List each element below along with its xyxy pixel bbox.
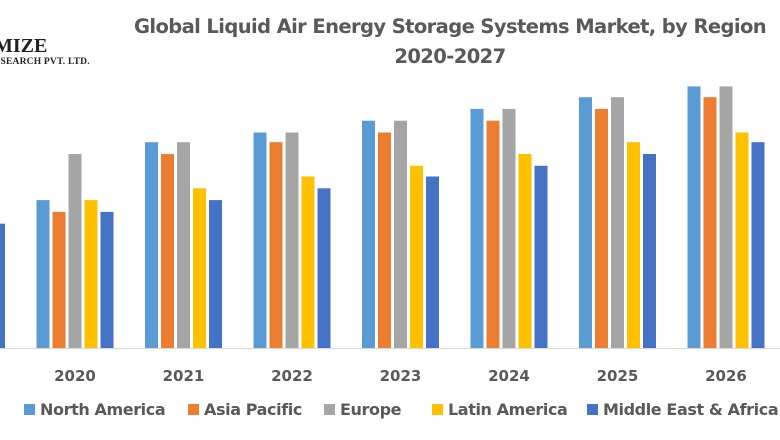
legend-item-asia-pacific: Asia Pacific	[188, 400, 302, 419]
bar-2021-north-america	[145, 142, 158, 348]
bar-2020-middle-east-africa	[100, 211, 114, 348]
legend-label: Europe	[340, 400, 402, 419]
bar-2023-middle-east-africa	[426, 176, 439, 348]
legend-label: North America	[40, 400, 166, 419]
legend-swatch	[324, 404, 335, 415]
legend-item-north-america: North America	[24, 400, 166, 419]
bar-2022-north-america	[253, 132, 267, 348]
logo-line-1: MIZE	[0, 35, 48, 57]
bar-2025-middle-east-africa	[643, 154, 656, 348]
bar-2020-asia-pacific	[52, 211, 66, 348]
bar-2026-middle-east-africa	[751, 142, 765, 348]
legend-swatch	[587, 404, 598, 415]
bar-partial-middle-east-africa	[0, 223, 5, 348]
bar-2024-latin-america	[518, 154, 532, 348]
bar-2026-asia-pacific	[703, 97, 717, 348]
bar-group-2020	[36, 154, 114, 348]
bar-2025-asia-pacific	[595, 108, 608, 349]
bar-2024-middle-east-africa	[534, 165, 548, 348]
bar-group-2025	[579, 97, 656, 349]
bar-2025-latin-america	[627, 142, 640, 348]
bar-2022-europe	[285, 132, 299, 348]
x-tick-label: 2022	[271, 367, 313, 385]
bar-2020-latin-america	[84, 200, 98, 348]
bars-layer	[0, 86, 765, 349]
bar-2026-europe	[719, 86, 733, 349]
bar-2022-middle-east-africa	[317, 188, 331, 348]
legend-label: Latin America	[448, 400, 568, 419]
bar-group-2022	[253, 132, 331, 348]
bar-2022-asia-pacific	[269, 142, 283, 348]
company-logo: MIZE ESEARCH PVT. LTD.	[0, 36, 90, 68]
x-tick-label: 2025	[597, 367, 639, 385]
bar-2025-north-america	[579, 97, 592, 348]
legend-item-europe: Europe	[324, 400, 402, 419]
bar-group-2024	[470, 108, 548, 349]
chart-legend: North America Asia Pacific Europe Latin Ame…	[0, 400, 780, 426]
x-tick-labels: 2020 2021 2022 2023 2024 2025 2026	[54, 367, 747, 385]
bar-2024-asia-pacific	[486, 120, 500, 348]
bar-2023-north-america	[362, 120, 375, 348]
x-tick-label: 2026	[705, 367, 747, 385]
bar-2026-north-america	[687, 86, 701, 349]
bar-group-2023	[362, 120, 439, 348]
bar-2024-north-america	[470, 108, 484, 349]
legend-swatch	[188, 404, 199, 415]
legend-label: Asia Pacific	[204, 400, 302, 419]
legend-swatch	[24, 404, 35, 415]
logo-line-2: ESEARCH PVT. LTD.	[0, 57, 90, 67]
legend-item-middle-east-africa: Middle East & Africa	[587, 400, 779, 419]
bar-2021-middle-east-africa	[209, 200, 222, 348]
legend-item-latin-america: Latin America	[432, 400, 568, 419]
bar-2026-latin-america	[735, 132, 749, 348]
chart-title-block: Global Liquid Air Energy Storage Systems…	[120, 12, 780, 72]
bar-2020-north-america	[36, 200, 50, 348]
bar-group-2026	[687, 86, 765, 349]
x-tick-label: 2020	[54, 367, 96, 385]
bar-2023-asia-pacific	[378, 132, 391, 348]
bar-2023-europe	[394, 120, 407, 348]
x-tick-label: 2023	[380, 367, 422, 385]
bar-2021-asia-pacific	[161, 154, 174, 348]
chart-subtitle: 2020-2027	[394, 45, 506, 68]
bar-group-2021	[145, 142, 222, 348]
x-tick-label: 2024	[488, 367, 530, 385]
legend-label: Middle East & Africa	[603, 400, 779, 419]
chart-title: Global Liquid Air Energy Storage Systems…	[133, 15, 767, 38]
legend-swatch	[432, 404, 443, 415]
bar-2021-europe	[177, 142, 190, 348]
bar-2025-europe	[611, 97, 624, 348]
bar-2021-latin-america	[193, 188, 206, 348]
bar-2022-latin-america	[301, 176, 315, 348]
bar-2023-latin-america	[410, 165, 423, 348]
bar-2024-europe	[502, 108, 516, 349]
x-tick-label: 2021	[163, 367, 205, 385]
bar-2020-europe	[68, 154, 82, 348]
